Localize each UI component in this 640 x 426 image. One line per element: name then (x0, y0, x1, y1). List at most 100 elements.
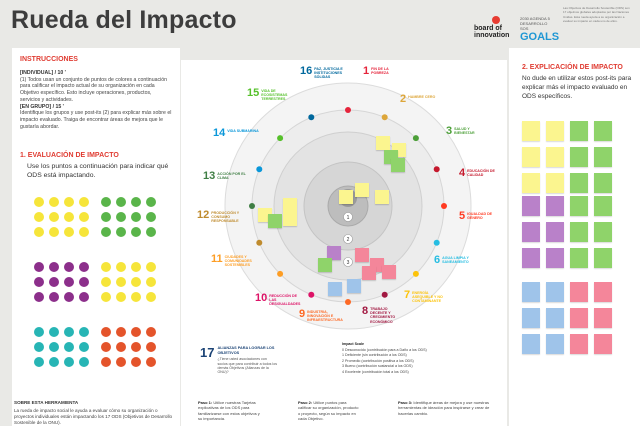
rating-dot[interactable] (34, 227, 44, 237)
post-it-note[interactable] (546, 248, 564, 268)
rating-dot[interactable] (146, 292, 156, 302)
post-it-note[interactable] (594, 147, 612, 167)
placed-post-it[interactable] (339, 190, 353, 204)
post-it-note[interactable] (522, 334, 540, 354)
post-it-note[interactable] (570, 147, 588, 167)
post-it-note[interactable] (522, 282, 540, 302)
post-it-note[interactable] (522, 196, 540, 216)
placed-post-it[interactable] (283, 198, 297, 212)
post-it-note[interactable] (594, 121, 612, 141)
rating-dot[interactable] (146, 262, 156, 272)
post-it-note[interactable] (546, 121, 564, 141)
rating-dot[interactable] (146, 357, 156, 367)
rating-dot[interactable] (116, 197, 126, 207)
rating-dot[interactable] (101, 212, 111, 222)
rating-dot[interactable] (146, 197, 156, 207)
post-it-note[interactable] (546, 282, 564, 302)
rating-dot[interactable] (49, 357, 59, 367)
rating-dot[interactable] (146, 277, 156, 287)
rating-dot[interactable] (79, 327, 89, 337)
post-it-note[interactable] (546, 196, 564, 216)
placed-post-it[interactable] (375, 190, 389, 204)
rating-dot[interactable] (116, 342, 126, 352)
post-it-note[interactable] (570, 308, 588, 328)
post-it-note[interactable] (594, 282, 612, 302)
rating-dot[interactable] (131, 227, 141, 237)
rating-dot[interactable] (116, 212, 126, 222)
rating-dot[interactable] (34, 327, 44, 337)
rating-dot[interactable] (116, 227, 126, 237)
rating-dot[interactable] (79, 292, 89, 302)
rating-dot[interactable] (116, 262, 126, 272)
placed-post-it[interactable] (268, 214, 282, 228)
post-it-note[interactable] (594, 222, 612, 242)
rating-dot[interactable] (79, 212, 89, 222)
rating-dot[interactable] (49, 212, 59, 222)
rating-dot[interactable] (34, 212, 44, 222)
rating-dot[interactable] (49, 277, 59, 287)
post-it-note[interactable] (546, 147, 564, 167)
placed-post-it[interactable] (376, 136, 390, 150)
placed-post-it[interactable] (355, 248, 369, 262)
rating-dot[interactable] (64, 277, 74, 287)
rating-dot[interactable] (131, 262, 141, 272)
rating-dot[interactable] (49, 197, 59, 207)
rating-dot[interactable] (64, 262, 74, 272)
post-it-note[interactable] (522, 222, 540, 242)
rating-dot[interactable] (79, 227, 89, 237)
rating-dot[interactable] (146, 212, 156, 222)
post-it-note[interactable] (522, 147, 540, 167)
post-it-note[interactable] (570, 196, 588, 216)
rating-dot[interactable] (146, 342, 156, 352)
rating-dot[interactable] (79, 197, 89, 207)
rating-dot[interactable] (34, 292, 44, 302)
rating-dot[interactable] (34, 262, 44, 272)
rating-dot[interactable] (131, 197, 141, 207)
placed-post-it[interactable] (327, 246, 341, 260)
rating-dot[interactable] (34, 342, 44, 352)
rating-dot[interactable] (79, 277, 89, 287)
rating-dot[interactable] (34, 277, 44, 287)
rating-dot[interactable] (131, 277, 141, 287)
rating-dot[interactable] (146, 327, 156, 337)
rating-dot[interactable] (79, 262, 89, 272)
placed-post-it[interactable] (318, 258, 332, 272)
placed-post-it[interactable] (362, 266, 376, 280)
placed-post-it[interactable] (355, 183, 369, 197)
rating-dot[interactable] (64, 212, 74, 222)
rating-dot[interactable] (116, 277, 126, 287)
rating-dot[interactable] (101, 327, 111, 337)
rating-dot[interactable] (101, 197, 111, 207)
post-it-note[interactable] (594, 196, 612, 216)
rating-dot[interactable] (101, 227, 111, 237)
post-it-note[interactable] (546, 173, 564, 193)
post-it-note[interactable] (594, 334, 612, 354)
rating-dot[interactable] (131, 342, 141, 352)
rating-dot[interactable] (64, 342, 74, 352)
post-it-note[interactable] (570, 173, 588, 193)
post-it-note[interactable] (522, 248, 540, 268)
placed-post-it[interactable] (382, 265, 396, 279)
rating-dot[interactable] (131, 292, 141, 302)
rating-dot[interactable] (64, 197, 74, 207)
rating-dot[interactable] (49, 262, 59, 272)
rating-dot[interactable] (49, 227, 59, 237)
rating-dot[interactable] (116, 327, 126, 337)
post-it-note[interactable] (570, 282, 588, 302)
rating-dot[interactable] (49, 342, 59, 352)
post-it-note[interactable] (570, 222, 588, 242)
rating-dot[interactable] (131, 212, 141, 222)
rating-dot[interactable] (49, 327, 59, 337)
placed-post-it[interactable] (283, 212, 297, 226)
rating-dot[interactable] (101, 342, 111, 352)
rating-dot[interactable] (116, 357, 126, 367)
rating-dot[interactable] (101, 262, 111, 272)
rating-dot[interactable] (101, 277, 111, 287)
post-it-note[interactable] (522, 173, 540, 193)
post-it-note[interactable] (522, 308, 540, 328)
rating-dot[interactable] (101, 357, 111, 367)
post-it-note[interactable] (594, 173, 612, 193)
placed-post-it[interactable] (391, 158, 405, 172)
post-it-note[interactable] (546, 222, 564, 242)
post-it-note[interactable] (570, 121, 588, 141)
